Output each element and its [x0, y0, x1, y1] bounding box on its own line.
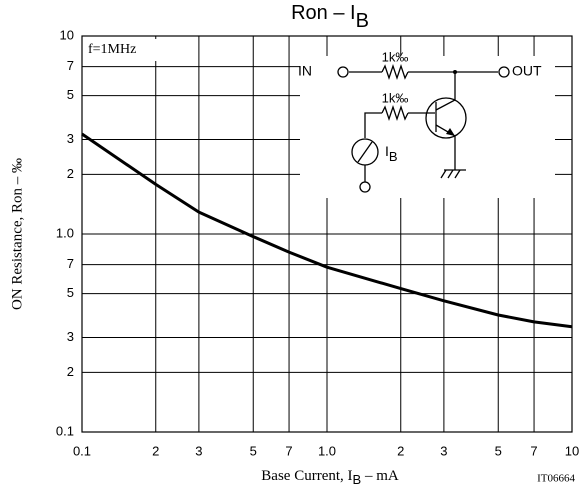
resistor [381, 104, 409, 122]
x-tick-label: 0.1 [73, 443, 91, 458]
x-tick-label: 3 [440, 443, 447, 458]
transistor [425, 97, 467, 139]
terminal [337, 66, 349, 78]
terminal [498, 66, 510, 78]
y-tick-label: 3 [67, 329, 74, 344]
x-label-unit: – mA [361, 468, 399, 484]
figure-code: IT06664 [537, 473, 575, 485]
x-tick-label: 10 [565, 443, 579, 458]
x-tick-label: 2 [397, 443, 404, 458]
y-tick-label: 7 [67, 256, 74, 271]
x-tick-label: 7 [530, 443, 537, 458]
y-tick-label: 2 [67, 364, 74, 379]
x-label-sub: B [353, 472, 362, 487]
ground [447, 169, 454, 179]
in-label: IN [298, 63, 312, 79]
x-tick-label: 1.0 [318, 443, 336, 458]
terminal [359, 181, 371, 193]
y-tick-label: 1.0 [56, 225, 74, 240]
title-sub: B [356, 10, 369, 32]
meter-label-main: I [385, 143, 389, 159]
plot-frame [81, 35, 573, 433]
y-axis-label: ON Resistance, Ron – ‰ [9, 158, 25, 310]
y-tick-label: 7 [67, 58, 74, 73]
meter-label: IB [385, 143, 398, 165]
x-label-main: Base Current, I [261, 468, 352, 484]
meter-label-sub: B [389, 149, 398, 164]
chart-title: Ron – IB [291, 2, 369, 32]
ammeter-needle [357, 141, 373, 163]
resistor-label: 1k‰ [382, 49, 409, 64]
y-tick-label: 10 [60, 27, 74, 42]
x-axis-label: Base Current, IB – mA [261, 468, 399, 487]
curve [81, 132, 573, 329]
resistor [381, 63, 409, 81]
y-tick-label: 2 [67, 166, 74, 181]
y-tick-label: 0.1 [56, 423, 74, 438]
x-tick-label: 2 [152, 443, 159, 458]
y-tick-label: 5 [67, 87, 74, 102]
ground [454, 169, 461, 179]
condition: f=1MHz [88, 42, 136, 57]
out-label: OUT [512, 63, 542, 79]
wire [364, 112, 382, 138]
x-tick-label: 7 [285, 443, 292, 458]
x-tick-label: 5 [495, 443, 502, 458]
ground [440, 169, 447, 179]
y-tick-label: 3 [67, 131, 74, 146]
x-tick-label: 3 [195, 443, 202, 458]
y-tick-label: 5 [67, 285, 74, 300]
collector [435, 72, 456, 111]
condition-background [85, 39, 163, 61]
resistor-label: 1k‰ [382, 90, 409, 105]
title-main: Ron – I [291, 2, 355, 24]
circuit-diagram: IN OUT 1k‰ 1k‰ IB [298, 49, 542, 193]
emitter-arrow [446, 128, 455, 136]
x-tick-label: 5 [250, 443, 257, 458]
